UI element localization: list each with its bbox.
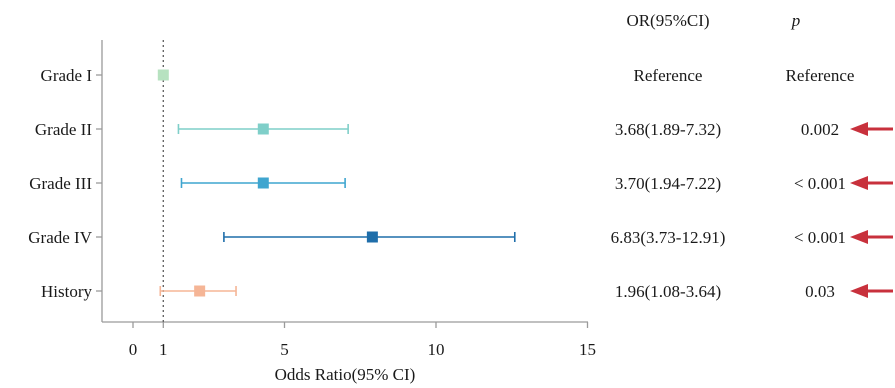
p-value-text: 0.002 (801, 120, 839, 139)
highlight-arrow-icon (850, 122, 893, 136)
p-value-text: 0.03 (805, 282, 835, 301)
p-value-text: Reference (786, 66, 855, 85)
highlight-arrow-icon (850, 284, 893, 298)
x-tick: 1 (159, 322, 168, 359)
or-value-text: 3.70(1.94-7.22) (615, 174, 721, 193)
forest-row: History 1.96(1.08-3.64) 0.03 (41, 282, 893, 301)
p-column-header: p (791, 11, 801, 30)
or-point-marker (157, 69, 169, 81)
forest-row: Grade IV 6.83(3.73-12.91) < 0.001 (28, 228, 893, 247)
x-tick: 15 (579, 322, 596, 359)
x-tick: 10 (428, 322, 445, 359)
or-value-text: 1.96(1.08-3.64) (615, 282, 721, 301)
or-point-marker (366, 231, 378, 243)
x-tick-label: 15 (579, 340, 596, 359)
row-label: Grade IV (28, 228, 92, 247)
or-value-text: 6.83(3.73-12.91) (611, 228, 726, 247)
highlight-arrow-icon (850, 230, 893, 244)
row-label: Grade III (29, 174, 92, 193)
x-tick-label: 10 (428, 340, 445, 359)
row-label: Grade I (41, 66, 93, 85)
forest-row: Grade II 3.68(1.89-7.32) 0.002 (35, 120, 893, 139)
row-label: History (41, 282, 93, 301)
x-tick-label: 5 (280, 340, 289, 359)
or-value-text: 3.68(1.89-7.32) (615, 120, 721, 139)
forest-row: Grade III 3.70(1.94-7.22) < 0.001 (29, 174, 893, 193)
x-tick: 5 (280, 322, 289, 359)
p-value-text: < 0.001 (794, 174, 846, 193)
forest-row: Grade I Reference Reference (41, 66, 855, 85)
x-tick-label: 0 (129, 340, 138, 359)
x-tick-label: 1 (159, 340, 168, 359)
highlight-arrow-icon (850, 176, 893, 190)
or-point-marker (194, 285, 206, 297)
or-column-header: OR(95%CI) (626, 11, 709, 30)
row-label: Grade II (35, 120, 92, 139)
or-point-marker (257, 123, 269, 135)
or-value-text: Reference (634, 66, 703, 85)
or-point-marker (257, 177, 269, 189)
p-value-text: < 0.001 (794, 228, 846, 247)
x-axis-label: Odds Ratio(95% CI) (275, 365, 416, 384)
x-tick: 0 (129, 322, 138, 359)
